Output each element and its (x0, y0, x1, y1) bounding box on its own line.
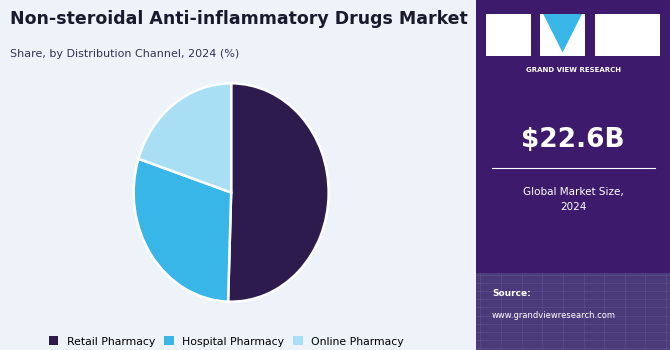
Text: www.grandviewresearch.com: www.grandviewresearch.com (492, 310, 616, 320)
Wedge shape (228, 83, 329, 302)
Wedge shape (133, 159, 231, 302)
FancyBboxPatch shape (476, 273, 670, 350)
FancyBboxPatch shape (476, 0, 670, 350)
Polygon shape (543, 14, 582, 52)
Wedge shape (139, 83, 231, 192)
Text: GRAND VIEW RESEARCH: GRAND VIEW RESEARCH (526, 67, 620, 73)
Text: Non-steroidal Anti-inflammatory Drugs Market: Non-steroidal Anti-inflammatory Drugs Ma… (10, 10, 468, 28)
FancyBboxPatch shape (486, 14, 531, 56)
Legend: Retail Pharmacy, Hospital Pharmacy, Online Pharmacy: Retail Pharmacy, Hospital Pharmacy, Onli… (44, 332, 408, 350)
Text: $22.6B: $22.6B (521, 127, 625, 153)
Text: Source:: Source: (492, 289, 531, 299)
FancyBboxPatch shape (594, 14, 661, 56)
Text: Share, by Distribution Channel, 2024 (%): Share, by Distribution Channel, 2024 (%) (10, 49, 239, 59)
FancyBboxPatch shape (540, 14, 585, 56)
Text: Global Market Size,
2024: Global Market Size, 2024 (523, 188, 624, 211)
